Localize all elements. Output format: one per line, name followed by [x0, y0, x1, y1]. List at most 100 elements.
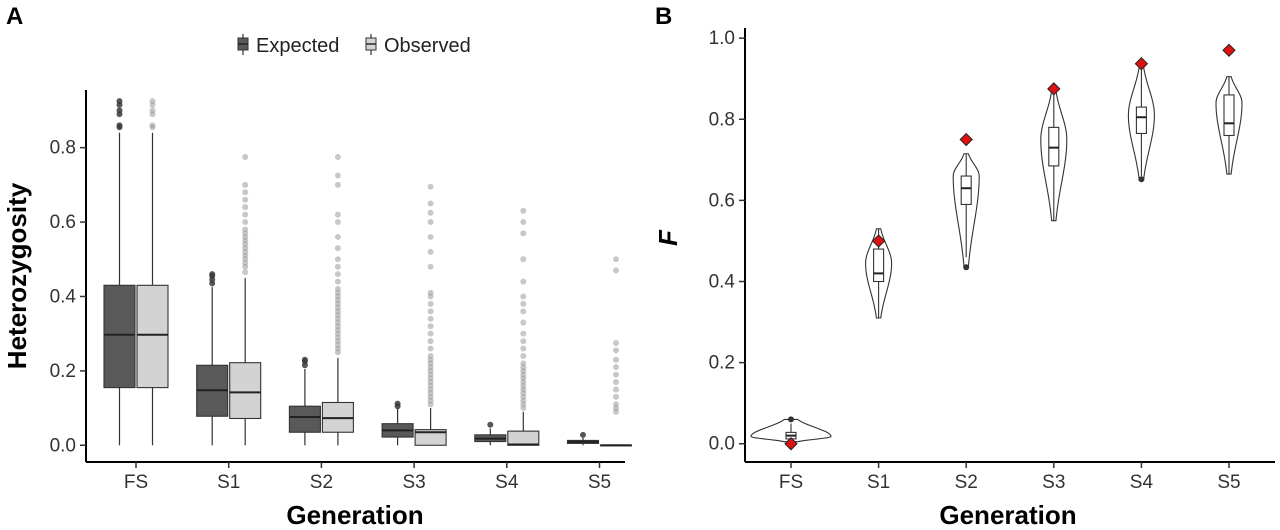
legend-label: Expected — [256, 35, 339, 57]
outlier-point — [427, 300, 434, 307]
violin-box — [873, 248, 885, 283]
outlier-point — [520, 338, 527, 345]
outlier-point — [116, 122, 123, 129]
outlier-point — [613, 267, 619, 274]
outlier-point — [427, 289, 434, 296]
box-iqr — [229, 362, 262, 420]
outlier-point — [520, 308, 527, 315]
outlier-point — [301, 356, 308, 363]
outlier-point — [427, 248, 434, 255]
legend-item-observed: Observed — [365, 34, 471, 57]
y-tick-label: 1.0 — [709, 28, 735, 49]
outlier-point — [613, 401, 619, 408]
outlier-point — [613, 256, 619, 263]
violin-box — [960, 175, 972, 205]
outlier-point — [427, 323, 434, 330]
panel-b-x-axis-title: Generation — [939, 500, 1076, 530]
outlier-point — [334, 233, 341, 240]
outlier-point — [520, 278, 527, 285]
violin-box — [1048, 126, 1060, 167]
legend: Expected Observed — [237, 34, 471, 57]
red-diamond-marker — [1047, 82, 1061, 96]
outlier-point — [613, 393, 619, 400]
y-tick-label: 0.2 — [50, 361, 76, 382]
outlier-point — [427, 200, 434, 207]
outlier-point — [427, 352, 434, 359]
outlier-point — [149, 98, 156, 105]
outlier-point — [613, 339, 619, 346]
outlier-point — [613, 379, 619, 386]
violin-group-s4 — [1127, 56, 1155, 183]
outlier-point — [520, 300, 527, 307]
violin-group-s1 — [865, 228, 893, 319]
panel-a-y-axis-title: Heterozygosity — [2, 182, 32, 369]
box-s3-expected — [381, 400, 414, 446]
box-s2-expected — [288, 356, 321, 446]
panel-label-b: B — [655, 3, 672, 30]
outlier-point — [427, 219, 434, 226]
outlier-point — [242, 153, 249, 160]
x-tick-label: FS — [124, 472, 148, 493]
outlier-point — [520, 230, 527, 237]
x-tick-label: S4 — [1130, 472, 1154, 493]
panel-label-a: A — [6, 3, 23, 30]
box-s4-expected — [474, 421, 507, 446]
violin-group-s5 — [1215, 43, 1243, 175]
box-fs-observed — [136, 98, 169, 446]
outlier-point — [334, 172, 341, 179]
outlier-point — [427, 209, 434, 216]
box-iqr — [507, 430, 540, 446]
x-tick-label: S1 — [217, 472, 240, 493]
panel-a-ticks: 0.0 0.2 0.4 0.6 0.8 FS S1 S2 S3 S4 S5 — [50, 138, 612, 493]
panel-a: A Expected Observed 0.0 0.2 0.4 0.6 0.8 FS S1 S2… — [2, 3, 633, 530]
outlier-point — [580, 431, 586, 438]
outlier-point — [427, 345, 434, 352]
violin-group-s2 — [952, 132, 980, 271]
outlier-point — [334, 286, 341, 293]
outlier-point — [116, 98, 123, 105]
outlier-point — [209, 271, 216, 278]
violin-group-fs — [750, 416, 832, 451]
outlier-point — [334, 153, 341, 160]
box-iqr — [103, 284, 136, 389]
box-s5-observed — [599, 256, 633, 447]
outlier-point — [242, 204, 249, 211]
red-diamond-marker — [959, 132, 973, 147]
outlier-point — [242, 269, 249, 276]
outlier-point — [334, 181, 341, 188]
violin-group-s3 — [1040, 82, 1068, 222]
outlier-point — [427, 308, 434, 315]
box-s1-observed — [229, 153, 262, 446]
x-tick-label: S3 — [1042, 472, 1065, 493]
violin-box — [1223, 94, 1235, 137]
outlier-point — [242, 189, 249, 196]
box-iqr — [136, 284, 169, 389]
outlier-point — [334, 263, 341, 270]
x-tick-label: S5 — [588, 472, 611, 493]
outlier-point — [613, 347, 619, 354]
outlier-point — [334, 245, 341, 252]
outlier-point — [116, 107, 123, 114]
y-tick-label: 0.8 — [709, 109, 735, 130]
outlier-point — [613, 386, 619, 393]
outlier-point — [520, 219, 527, 226]
y-tick-label: 0.4 — [709, 272, 736, 293]
red-diamond-marker — [871, 234, 886, 248]
x-tick-label: FS — [779, 472, 803, 493]
panel-b: B 0.0 0.2 0.4 0.6 0.8 1.0 FS S1 S2 S3 S4 S5 Generat… — [653, 3, 1275, 530]
outlier-point — [520, 345, 527, 352]
violin-box — [1135, 106, 1147, 135]
outlier-point — [394, 400, 401, 407]
outlier-point — [520, 360, 527, 367]
outlier-point — [334, 211, 341, 218]
panel-a-plot-area — [103, 98, 633, 447]
outlier-point — [487, 421, 494, 428]
outlier-point — [427, 338, 434, 345]
box-s4-observed — [507, 207, 540, 446]
outlier-point — [613, 371, 619, 378]
panel-b-y-axis-title: F — [653, 229, 683, 246]
y-tick-label: 0.8 — [50, 138, 76, 159]
y-tick-label: 0.6 — [709, 190, 735, 211]
panel-a-x-axis-title: Generation — [286, 500, 423, 530]
